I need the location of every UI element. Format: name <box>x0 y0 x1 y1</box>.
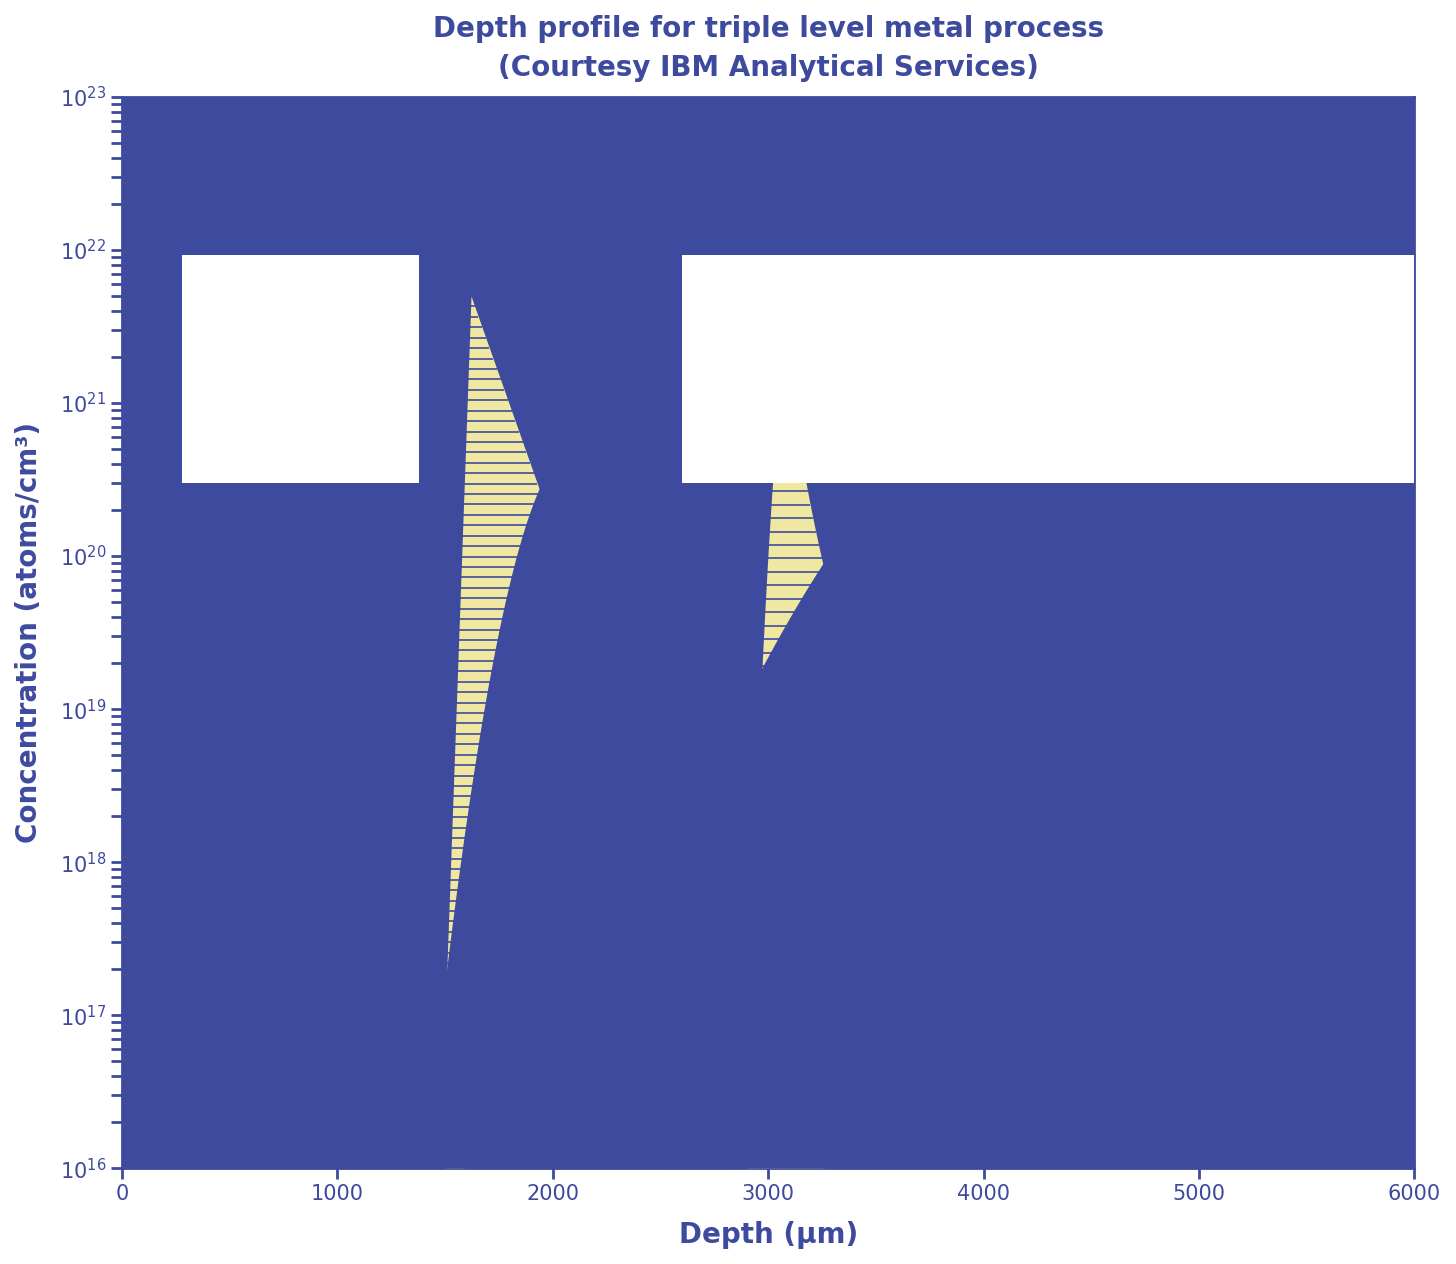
Bar <box>681 255 1414 483</box>
Bar <box>182 255 419 483</box>
Title: Depth profile for triple level metal process
(Courtesy IBM Analytical Services): Depth profile for triple level metal pro… <box>432 15 1104 82</box>
X-axis label: Depth (μm): Depth (μm) <box>678 1221 858 1249</box>
Y-axis label: Concentration (atoms/cm³): Concentration (atoms/cm³) <box>15 422 44 843</box>
